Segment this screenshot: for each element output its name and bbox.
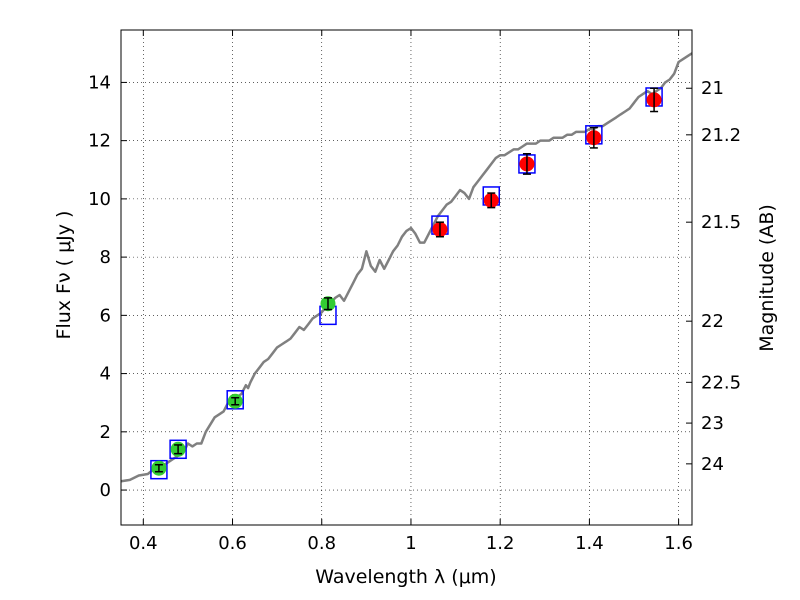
y2-tick-label: 21.5 [701,212,741,233]
y-tick-label: 10 [88,189,111,210]
y-tick-label: 4 [100,364,111,385]
y2-tick-label: 23 [701,413,724,434]
x-tick-label: 1.2 [486,533,515,554]
y2-axis-label: Magnitude (AB) [756,204,778,352]
model-point-square [150,459,168,480]
x-tick-label: 0.6 [218,533,247,554]
y-tick-label: 8 [100,247,111,268]
y2-tick-label: 24 [701,454,724,475]
model-point-square [226,390,244,410]
y-tick-label: 2 [100,422,111,443]
plot-frame [120,29,693,526]
y2-tick-label: 22 [701,311,724,332]
y2-tick-label: 21.2 [701,125,741,146]
y2-tick-label: 21 [701,78,724,99]
x-tick-label: 1.4 [575,533,604,554]
x-tick-label: 1 [405,533,416,554]
y-tick-label: 12 [88,131,111,152]
y-tick-label: 6 [100,305,111,326]
x-tick-label: 0.4 [129,533,158,554]
data-series [121,52,692,483]
y-tick-label: 0 [100,480,111,501]
y-tick-label: 14 [88,72,111,93]
y2-tick-label: 22.5 [701,372,741,393]
x-tick-label: 1.6 [664,533,693,554]
sed-model-line [121,52,692,483]
model-point-square [169,439,187,460]
x-tick-label: 0.8 [307,533,336,554]
x-axis-label: Wavelength λ (μm) [315,566,496,588]
grid [121,30,692,525]
y-axis-label: Flux Fν ( μJy ) [53,211,75,340]
